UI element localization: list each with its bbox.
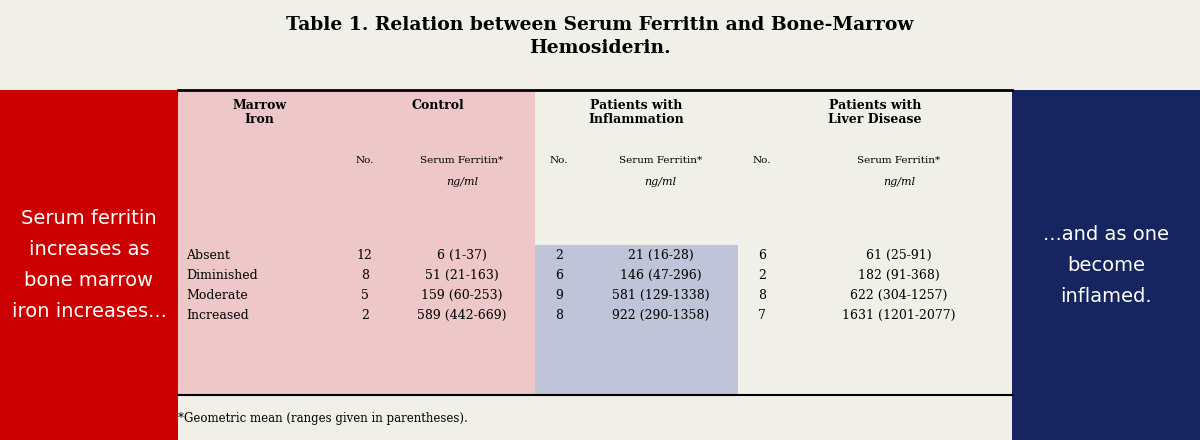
Text: Patients with: Patients with bbox=[829, 99, 920, 112]
Text: Serum Ferritin*: Serum Ferritin* bbox=[619, 155, 702, 165]
Text: 182 (91-368): 182 (91-368) bbox=[858, 268, 940, 282]
Text: 2: 2 bbox=[361, 308, 368, 322]
Text: 6: 6 bbox=[758, 249, 766, 261]
Text: No.: No. bbox=[752, 155, 772, 165]
Text: ...and as one
become
inflamed.: ...and as one become inflamed. bbox=[1043, 224, 1169, 305]
Bar bbox=[178, 90, 535, 395]
Text: Control: Control bbox=[412, 99, 464, 112]
Text: Table 1. Relation between Serum Ferritin and Bone-Marrow: Table 1. Relation between Serum Ferritin… bbox=[287, 16, 913, 34]
Text: 622 (304-1257): 622 (304-1257) bbox=[851, 289, 948, 301]
Text: 589 (442-669): 589 (442-669) bbox=[418, 308, 506, 322]
Text: 6: 6 bbox=[556, 268, 563, 282]
Text: 6 (1-37): 6 (1-37) bbox=[437, 249, 487, 261]
Text: 61 (25-91): 61 (25-91) bbox=[866, 249, 932, 261]
Text: 922 (290-1358): 922 (290-1358) bbox=[612, 308, 709, 322]
Text: No.: No. bbox=[355, 155, 374, 165]
Bar bbox=[0, 90, 178, 440]
Text: 1631 (1201-2077): 1631 (1201-2077) bbox=[842, 308, 955, 322]
Text: Moderate: Moderate bbox=[186, 289, 247, 301]
Bar bbox=[535, 245, 738, 395]
Text: Serum Ferritin*: Serum Ferritin* bbox=[858, 155, 941, 165]
Text: 9: 9 bbox=[556, 289, 563, 301]
Text: 21 (16-28): 21 (16-28) bbox=[628, 249, 694, 261]
Text: Increased: Increased bbox=[186, 308, 248, 322]
Text: Liver Disease: Liver Disease bbox=[828, 113, 922, 126]
Text: Diminished: Diminished bbox=[186, 268, 258, 282]
Bar bbox=[1012, 90, 1200, 440]
Text: 581 (129-1338): 581 (129-1338) bbox=[612, 289, 709, 301]
Text: 8: 8 bbox=[361, 268, 368, 282]
Text: Serum Ferritin*: Serum Ferritin* bbox=[420, 155, 504, 165]
Text: 51 (21-163): 51 (21-163) bbox=[425, 268, 499, 282]
Text: 146 (47-296): 146 (47-296) bbox=[619, 268, 701, 282]
Text: ng/ml: ng/ml bbox=[644, 177, 677, 187]
Text: 5: 5 bbox=[361, 289, 368, 301]
Text: Patients with: Patients with bbox=[590, 99, 683, 112]
Text: 8: 8 bbox=[556, 308, 563, 322]
Text: Iron: Iron bbox=[245, 113, 275, 126]
Text: 2: 2 bbox=[556, 249, 563, 261]
Text: 2: 2 bbox=[758, 268, 766, 282]
Text: Absent: Absent bbox=[186, 249, 230, 261]
Text: 159 (60-253): 159 (60-253) bbox=[421, 289, 503, 301]
Text: No.: No. bbox=[550, 155, 569, 165]
Text: 8: 8 bbox=[758, 289, 766, 301]
Text: Serum ferritin
increases as
bone marrow
iron increases...: Serum ferritin increases as bone marrow … bbox=[12, 209, 167, 321]
Text: ng/ml: ng/ml bbox=[446, 177, 478, 187]
Text: 7: 7 bbox=[758, 308, 766, 322]
Text: Hemosiderin.: Hemosiderin. bbox=[529, 39, 671, 57]
Text: Marrow: Marrow bbox=[233, 99, 287, 112]
Text: *Geometric mean (ranges given in parentheses).: *Geometric mean (ranges given in parenth… bbox=[178, 411, 468, 425]
Text: 12: 12 bbox=[356, 249, 373, 261]
Text: Inflammation: Inflammation bbox=[588, 113, 684, 126]
Text: ng/ml: ng/ml bbox=[883, 177, 914, 187]
